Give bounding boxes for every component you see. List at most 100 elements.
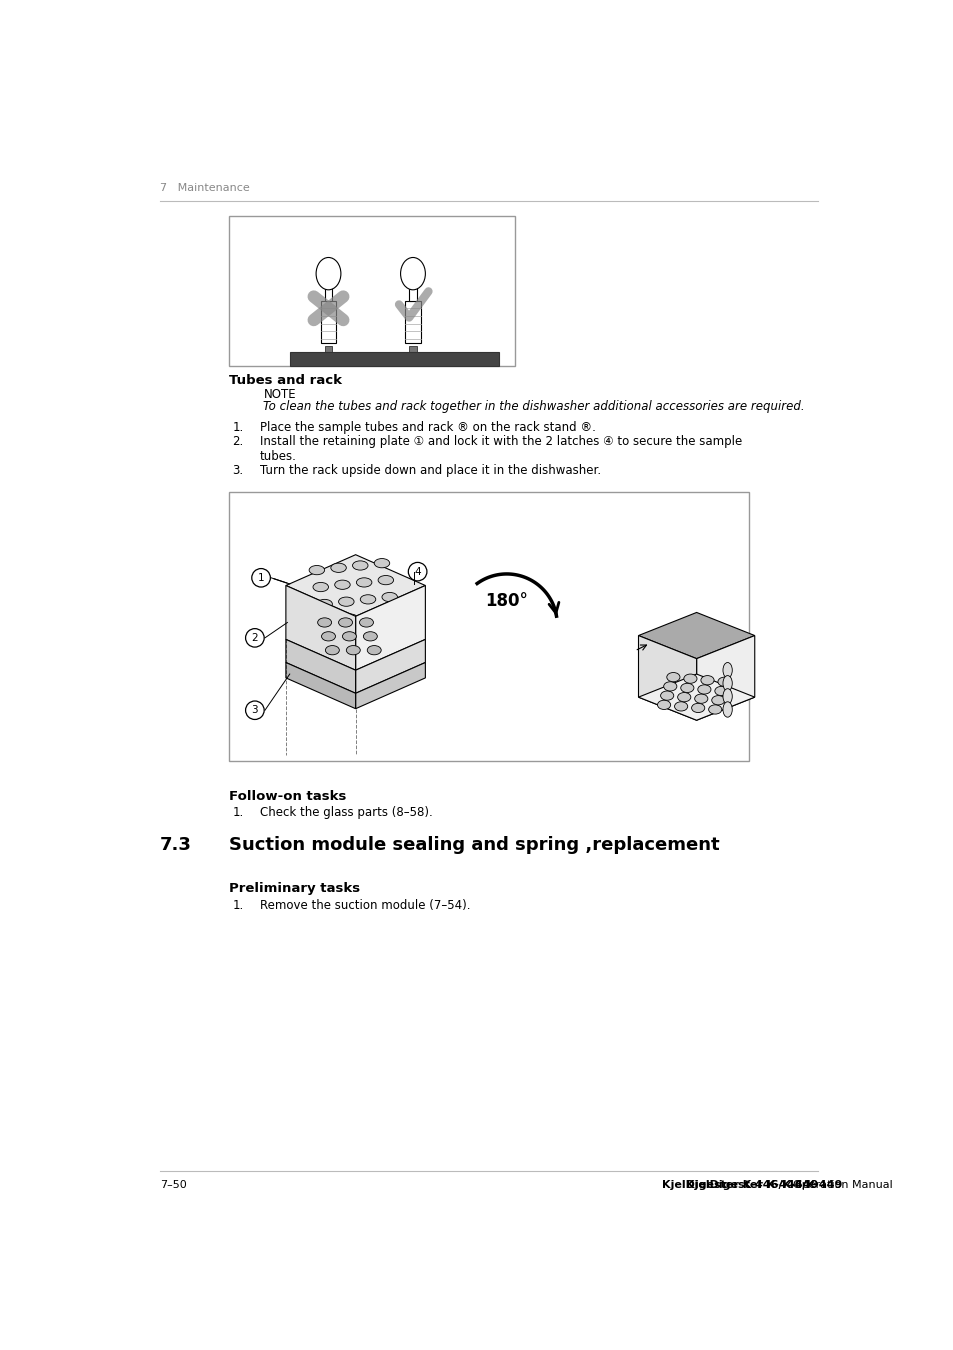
Ellipse shape	[342, 614, 357, 624]
Ellipse shape	[364, 612, 379, 621]
Ellipse shape	[694, 694, 707, 703]
Ellipse shape	[360, 595, 375, 603]
Ellipse shape	[353, 560, 368, 570]
Ellipse shape	[697, 684, 710, 694]
Ellipse shape	[338, 597, 354, 606]
Text: 3.: 3.	[233, 464, 243, 477]
Circle shape	[245, 629, 264, 647]
Text: Check the glass parts (8–58).: Check the glass parts (8–58).	[259, 806, 432, 819]
Ellipse shape	[722, 702, 732, 717]
Text: Remove the suction module (7–54).: Remove the suction module (7–54).	[259, 899, 470, 911]
Polygon shape	[638, 636, 696, 721]
Bar	[320, 301, 335, 343]
Ellipse shape	[309, 566, 324, 575]
Bar	[290, 352, 498, 366]
Text: 1: 1	[257, 572, 264, 583]
Text: tubes.: tubes.	[259, 450, 296, 463]
Text: 180°: 180°	[485, 593, 528, 610]
Text: Place the sample tubes and rack ® on the rack stand ®.: Place the sample tubes and rack ® on the…	[259, 421, 595, 433]
Ellipse shape	[680, 683, 693, 693]
Text: 2.: 2.	[233, 435, 244, 448]
Bar	[409, 346, 416, 354]
Ellipse shape	[400, 258, 425, 290]
Ellipse shape	[663, 682, 676, 691]
Text: 7–50: 7–50	[160, 1180, 187, 1189]
Ellipse shape	[657, 701, 670, 710]
Ellipse shape	[722, 688, 732, 705]
Polygon shape	[286, 640, 355, 694]
Ellipse shape	[342, 632, 356, 641]
Ellipse shape	[338, 618, 353, 628]
Bar	[409, 285, 416, 301]
Ellipse shape	[722, 663, 732, 678]
Ellipse shape	[377, 575, 394, 585]
Ellipse shape	[683, 674, 697, 683]
Ellipse shape	[700, 675, 713, 684]
Text: NOTE: NOTE	[263, 387, 295, 401]
Ellipse shape	[677, 693, 690, 702]
Ellipse shape	[691, 703, 704, 713]
Circle shape	[245, 701, 264, 720]
Text: Turn the rack upside down and place it in the dishwasher.: Turn the rack upside down and place it i…	[259, 464, 600, 477]
Bar	[324, 346, 332, 354]
Bar	[405, 301, 420, 343]
Text: 4: 4	[414, 567, 420, 576]
Ellipse shape	[363, 632, 377, 641]
Ellipse shape	[315, 258, 340, 290]
Text: KjelDigester K-446/K-449: KjelDigester K-446/K-449	[660, 1180, 817, 1189]
Bar	[229, 216, 515, 366]
Ellipse shape	[714, 686, 727, 695]
Polygon shape	[638, 674, 754, 721]
Ellipse shape	[346, 645, 360, 655]
Ellipse shape	[659, 691, 673, 701]
Text: To clean the tubes and rack together in the dishwasher additional accessories ar: To clean the tubes and rack together in …	[263, 400, 804, 413]
Bar	[315, 354, 341, 360]
Ellipse shape	[674, 702, 687, 711]
Polygon shape	[286, 663, 355, 709]
Text: 1.: 1.	[233, 806, 244, 819]
Ellipse shape	[335, 580, 350, 590]
Polygon shape	[286, 555, 425, 617]
Polygon shape	[696, 636, 754, 721]
Ellipse shape	[320, 617, 335, 625]
Ellipse shape	[325, 645, 339, 655]
Ellipse shape	[381, 593, 397, 602]
Text: Tubes and rack: Tubes and rack	[229, 374, 341, 386]
Ellipse shape	[711, 695, 724, 705]
Text: 1.: 1.	[233, 421, 244, 433]
Text: 3: 3	[252, 705, 258, 716]
Ellipse shape	[317, 618, 332, 628]
Bar	[324, 285, 332, 301]
Polygon shape	[638, 613, 754, 659]
Ellipse shape	[666, 672, 679, 682]
Polygon shape	[355, 640, 425, 694]
Ellipse shape	[385, 609, 401, 618]
Ellipse shape	[708, 705, 721, 714]
Ellipse shape	[321, 632, 335, 641]
Text: 7.3: 7.3	[160, 836, 192, 853]
Ellipse shape	[313, 582, 328, 591]
Ellipse shape	[356, 578, 372, 587]
Ellipse shape	[722, 675, 732, 691]
Polygon shape	[286, 586, 355, 670]
Text: 7   Maintenance: 7 Maintenance	[160, 182, 250, 193]
Circle shape	[408, 563, 427, 580]
Polygon shape	[355, 663, 425, 709]
Ellipse shape	[367, 645, 381, 655]
Bar	[229, 491, 748, 761]
Ellipse shape	[374, 559, 390, 568]
Ellipse shape	[316, 599, 332, 609]
Circle shape	[252, 568, 270, 587]
Ellipse shape	[359, 618, 373, 628]
Text: KjelDigester K-446/K-449: KjelDigester K-446/K-449	[685, 1180, 841, 1189]
Ellipse shape	[331, 563, 346, 572]
Text: Install the retaining plate ① and lock it with the 2 latches ④ to secure the sam: Install the retaining plate ① and lock i…	[259, 435, 741, 448]
Text: Preliminary tasks: Preliminary tasks	[229, 882, 359, 895]
Text: Follow-on tasks: Follow-on tasks	[229, 790, 346, 802]
Polygon shape	[355, 586, 425, 670]
Text: Operation Manual: Operation Manual	[792, 1180, 892, 1189]
Text: 1.: 1.	[233, 899, 244, 911]
Bar	[399, 354, 426, 360]
Text: Suction module sealing and spring ,replacement: Suction module sealing and spring ,repla…	[229, 836, 719, 853]
Text: 2: 2	[252, 633, 258, 643]
